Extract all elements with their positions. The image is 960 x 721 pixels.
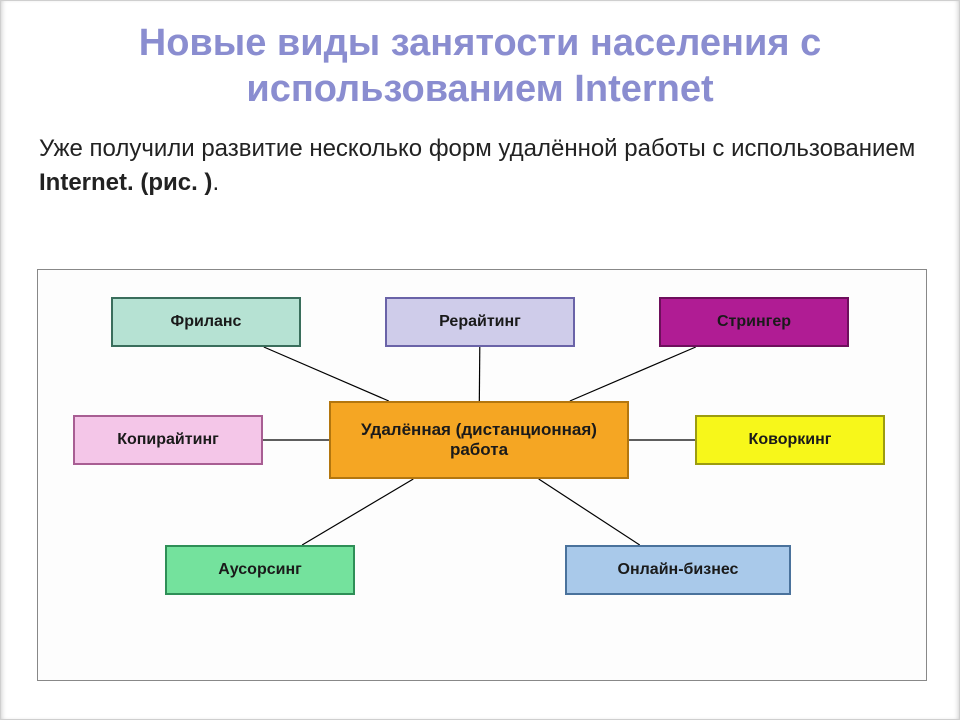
node-center: Удалённая (дистанционная) работа <box>329 401 629 479</box>
body-bold: Internet. (рис. ) <box>39 169 212 196</box>
node-rewriting: Рерайтинг <box>385 297 575 347</box>
node-outsrc: Аусорсинг <box>165 545 355 595</box>
body-plain-2: . <box>212 169 219 196</box>
node-online: Онлайн-бизнес <box>565 545 791 595</box>
node-cowork: Коворкинг <box>695 415 885 465</box>
body-plain-1: Уже получили развитие несколько форм уда… <box>39 135 915 162</box>
node-stringer: Стрингер <box>659 297 849 347</box>
page-title: Новые виды занятости населения с использ… <box>1 1 959 122</box>
slide: Новые виды занятости населения с использ… <box>0 0 960 720</box>
node-freelance: Фриланс <box>111 297 301 347</box>
node-copy: Копирайтинг <box>73 415 263 465</box>
body-paragraph: Уже получили развитие несколько форм уда… <box>1 122 959 199</box>
